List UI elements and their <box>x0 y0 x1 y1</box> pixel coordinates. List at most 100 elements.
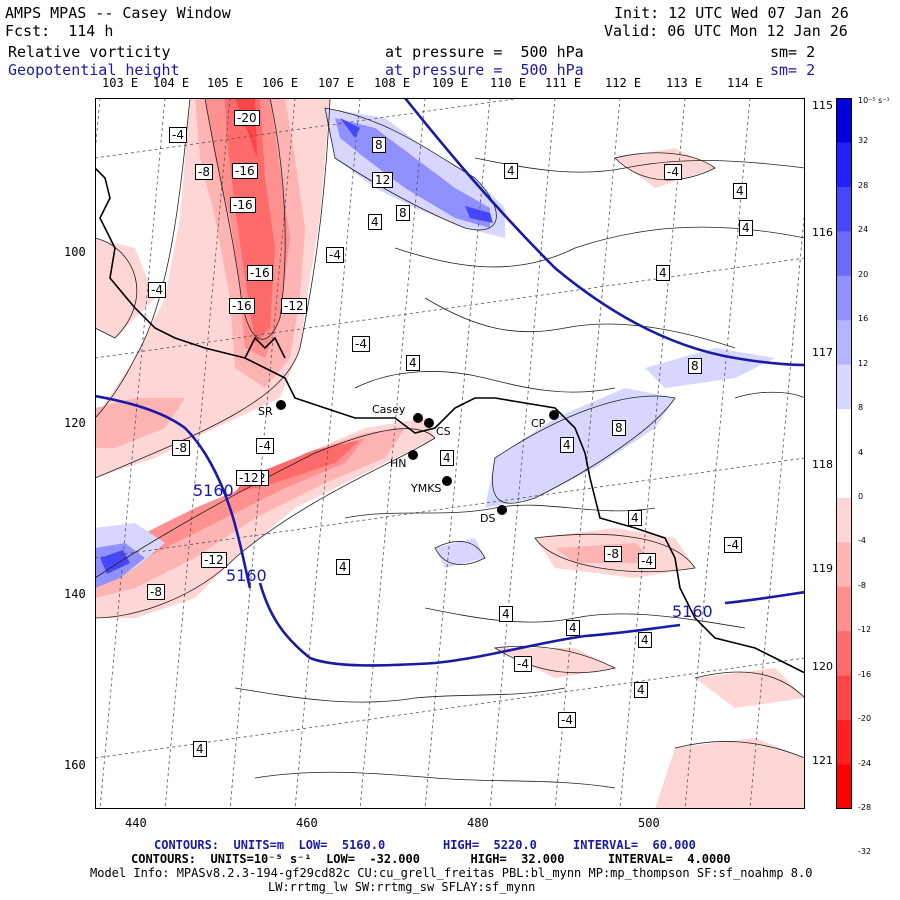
colorbar-tick-label: -12 <box>858 625 872 635</box>
vorticity-contour-label: 12 <box>372 172 394 188</box>
valid-time: Valid: 06 UTC Mon 12 Jan 26 <box>604 22 848 40</box>
vorticity-contours <box>95 98 805 789</box>
colorbar-frame <box>836 98 852 809</box>
right-longitude-label: 117 E <box>812 346 844 359</box>
vorticity-contour-label: -20 <box>234 110 260 126</box>
field2-smoothing: sm= 2 <box>770 61 816 79</box>
y-tick-label: 120 <box>64 416 86 430</box>
vorticity-contour-label: 4 <box>566 620 580 636</box>
vorticity-contour-label: -8 <box>147 584 165 600</box>
station-markers <box>276 400 559 515</box>
colorbar-tick-label: -32 <box>858 847 872 857</box>
vorticity-contour-label: -4 <box>514 656 532 672</box>
vorticity-contour-label: 4 <box>739 220 753 236</box>
vorticity-contour-label: -12 <box>281 298 307 314</box>
forecast-hour: Fcst: 114 h <box>5 22 114 40</box>
vorticity-contour-label: 4 <box>336 559 350 575</box>
vorticity-contour-label: -4 <box>326 247 344 263</box>
station-marker-ymks <box>442 476 452 486</box>
right-longitude-label: 120 E <box>812 660 844 673</box>
vorticity-contour-label: 4 <box>638 632 652 648</box>
vorticity-contour-label: 8 <box>372 137 386 153</box>
lat-lon-grid <box>95 98 805 809</box>
map-title: AMPS MPAS -- Casey Window <box>5 4 231 22</box>
station-label-sr: SR <box>258 405 273 418</box>
right-longitude-label: 121 E <box>812 754 844 767</box>
colorbar-swatch <box>836 720 852 766</box>
colorbar-swatch <box>836 453 852 499</box>
field1-level: at pressure = 500 hPa <box>385 43 584 61</box>
vorticity-contour-label: 4 <box>406 355 420 371</box>
colorbar-swatch <box>836 320 852 366</box>
field2-name: Geopotential height <box>8 61 180 79</box>
vorticity-contour-label: 4 <box>193 741 207 757</box>
plot-frame <box>95 98 805 809</box>
colorbar-swatch <box>836 409 852 454</box>
colorbar-swatch <box>836 542 852 588</box>
top-longitude-label: 112 E <box>605 76 642 90</box>
footer-height-contours: CONTOURS: UNITS=m LOW= 5160.0 HIGH= 5220… <box>154 838 696 852</box>
colorbar-swatch <box>836 186 852 232</box>
vorticity-contour-label: -16 <box>229 298 255 314</box>
top-longitude-label: 110 E <box>490 76 527 90</box>
vorticity-contour-label: -4 <box>352 336 370 352</box>
colorbar-tick-label: -16 <box>858 669 872 679</box>
y-tick-label: 140 <box>64 587 86 601</box>
right-longitude-label: 119 E <box>812 562 844 575</box>
vorticity-contour-label: -4 <box>169 127 187 143</box>
vorticity-contour-label: 8 <box>688 358 702 374</box>
right-longitude-label: 118 E <box>812 458 844 471</box>
station-label-ymks: YMKS <box>411 482 442 495</box>
height-contour-label: 5160 <box>226 566 267 585</box>
station-label-casey: Casey <box>372 403 406 416</box>
colorbar-tick-label: 20 <box>858 269 869 279</box>
colorbar-tick-label: 32 <box>858 136 869 146</box>
station-marker-sr <box>276 400 286 410</box>
vorticity-contour-label: 4 <box>560 437 574 453</box>
vorticity-contour-label: -4 <box>256 438 274 454</box>
vorticity-contour-label: -16 <box>247 265 273 281</box>
footer-vorticity-contours: CONTOURS: UNITS=10⁻⁵ s⁻¹ LOW= -32.000 HI… <box>131 852 731 866</box>
vorticity-contour-label: -4 <box>724 537 742 553</box>
vorticity-contour-label: -8 <box>604 546 622 562</box>
vorticity-contour-label: -16 <box>232 163 258 179</box>
vorticity-contour-label: -4 <box>148 282 166 298</box>
top-longitude-label: 113 E <box>666 76 703 90</box>
colorbar-tick-label: -24 <box>858 758 872 768</box>
vorticity-contour-label: 4 <box>504 163 518 179</box>
field2-level: at pressure = 500 hPa <box>385 61 584 79</box>
vorticity-contour-label: -12 <box>201 552 227 568</box>
colorbar-swatch <box>836 142 852 188</box>
vorticity-contour-label: 4 <box>368 214 382 230</box>
y-tick-label: 160 <box>64 758 86 772</box>
station-label-hn: HN <box>390 457 407 470</box>
x-tick-label: 460 <box>296 816 318 830</box>
right-longitude-label: 115 E <box>812 99 844 112</box>
colorbar-swatch <box>836 364 852 410</box>
colorbar-swatch <box>836 275 852 321</box>
colorbar-swatch <box>836 586 852 632</box>
colorbar-swatch <box>836 98 852 143</box>
top-longitude-label: 114 E <box>727 76 764 90</box>
top-longitude-label: 108 E <box>374 76 411 90</box>
station-marker-casey <box>413 413 423 423</box>
x-tick-label: 440 <box>125 816 147 830</box>
vorticity-contour-label: 4 <box>733 183 747 199</box>
vorticity-contour-label: 8 <box>396 205 410 221</box>
map-plot <box>95 98 805 809</box>
init-time: Init: 12 UTC Wed 07 Jan 26 <box>614 4 849 22</box>
field1-smoothing: sm= 2 <box>770 43 816 61</box>
station-marker-cs <box>424 418 434 428</box>
colorbar-tick-label: 8 <box>858 403 864 413</box>
x-tick-label: 500 <box>638 816 660 830</box>
colorbar-swatch <box>836 675 852 721</box>
top-longitude-label: 103 E <box>102 76 139 90</box>
vorticity-contour-label: 8 <box>612 420 626 436</box>
vorticity-contour-label: 4 <box>656 265 670 281</box>
colorbar-swatch <box>836 231 852 277</box>
colorbar-tick-label: -20 <box>858 714 872 724</box>
top-longitude-label: 105 E <box>207 76 244 90</box>
field1-name: Relative vorticity <box>8 43 171 61</box>
colorbar-swatch <box>836 764 852 809</box>
station-label-ds: DS <box>480 512 496 525</box>
